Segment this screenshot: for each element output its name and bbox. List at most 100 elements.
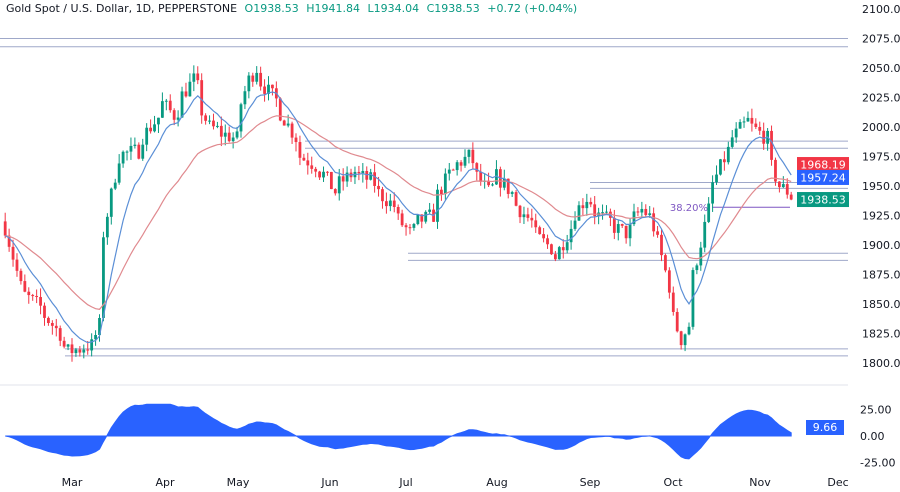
- candle-body: [251, 75, 255, 82]
- candle-body: [711, 182, 714, 204]
- price-axis-label: 1825.00: [862, 328, 900, 341]
- candle-body: [510, 192, 514, 194]
- candle-body: [774, 159, 777, 182]
- candle-body: [243, 91, 247, 105]
- candle-body: [522, 214, 526, 218]
- oscillator-axis-label: 25.00: [860, 404, 892, 417]
- candle-body: [581, 205, 585, 209]
- candle-body: [160, 101, 164, 118]
- high-value: H1941.84: [306, 2, 360, 15]
- candle-body: [459, 162, 463, 166]
- candle-body: [121, 151, 125, 164]
- candle-body: [593, 204, 597, 217]
- candle-body: [149, 127, 152, 132]
- candle-body: [109, 188, 113, 217]
- candle-body: [420, 214, 424, 222]
- time-axis-label: Oct: [663, 476, 683, 489]
- candle-body: [102, 237, 105, 318]
- oscillator-value-badge: 9.66: [806, 420, 844, 435]
- oscillator-value-bg: [806, 420, 844, 435]
- candle-body: [424, 211, 428, 222]
- candle-body: [208, 120, 211, 122]
- candle-body: [145, 127, 149, 145]
- candle-body: [172, 110, 176, 120]
- slow-moving-average-line: [5, 115, 792, 310]
- time-axis-label: May: [227, 476, 250, 489]
- oscillator-axis-label: -25.00: [860, 457, 895, 470]
- open-value: O1938.53: [244, 2, 299, 15]
- candle-body: [561, 247, 565, 251]
- candle-body: [538, 227, 542, 235]
- price-axis-label: 2075.00: [862, 33, 900, 46]
- candle-body: [326, 171, 329, 173]
- candle-body: [770, 130, 773, 160]
- candle-body: [113, 182, 117, 189]
- fast-moving-average-line: [4, 91, 792, 344]
- candle-body: [7, 235, 11, 247]
- candle-body: [66, 344, 70, 347]
- candle-body: [70, 344, 74, 354]
- candle-body: [400, 213, 404, 226]
- candle-body: [235, 131, 239, 138]
- time-axis-label: Jul: [398, 476, 412, 489]
- candle-body: [495, 169, 498, 185]
- oscillator-area: [5, 403, 792, 460]
- candle-body: [722, 159, 726, 163]
- candle-body: [129, 145, 133, 152]
- candle-body: [333, 189, 337, 194]
- candle-body: [589, 201, 593, 205]
- candle-body: [785, 184, 789, 195]
- price-axis-label: 2050.00: [862, 62, 900, 75]
- candle-body: [455, 162, 459, 171]
- candle-body: [546, 238, 549, 245]
- time-axis-label: Jun: [320, 476, 338, 489]
- candle-body: [231, 137, 235, 142]
- candle-body: [467, 149, 471, 157]
- candle-body: [636, 211, 640, 213]
- price-axis-label: 2000.00: [862, 121, 900, 134]
- candle-body: [695, 265, 699, 271]
- candle-body: [781, 184, 785, 188]
- candle-body: [310, 165, 314, 169]
- candle-body: [341, 176, 345, 182]
- candle-body: [640, 208, 644, 213]
- candle-body: [750, 117, 754, 124]
- candle-body: [15, 259, 19, 271]
- candle-body: [27, 291, 31, 296]
- price-label-value: 1938.53: [800, 194, 846, 207]
- price-label-value: 1968.19: [800, 159, 846, 172]
- candle-body: [569, 228, 573, 243]
- candle-body: [660, 234, 663, 256]
- candle-body: [204, 115, 208, 121]
- candle-body: [141, 144, 145, 159]
- candle-body: [259, 72, 263, 87]
- candle-body: [557, 247, 561, 260]
- candle-body: [223, 132, 227, 137]
- candle-body: [616, 224, 620, 233]
- candle-body: [43, 305, 46, 318]
- chart-legend: Gold Spot / U.S. Dollar, 1D, PEPPERSTONE…: [6, 2, 577, 15]
- oscillator-axis-label: 0.00: [860, 430, 885, 443]
- candle-body: [361, 170, 365, 174]
- candle-body: [628, 224, 632, 239]
- candle-body: [447, 169, 451, 174]
- candle-body: [671, 292, 675, 312]
- candle-body: [738, 122, 742, 129]
- candle-body: [212, 120, 215, 127]
- candle-body: [373, 172, 377, 186]
- candle-body: [388, 200, 392, 207]
- candle-body: [78, 349, 82, 353]
- candle-body: [35, 295, 39, 298]
- candle-body: [329, 171, 333, 190]
- candle-body: [408, 227, 412, 229]
- price-axis-label: 1900.00: [862, 239, 900, 252]
- candle-body: [644, 208, 648, 216]
- candle-body: [168, 100, 172, 111]
- candle-body: [675, 311, 679, 332]
- candle-body: [62, 340, 66, 347]
- candle-body: [23, 281, 27, 292]
- candle-body: [39, 297, 42, 306]
- price-label-bg: [797, 157, 849, 173]
